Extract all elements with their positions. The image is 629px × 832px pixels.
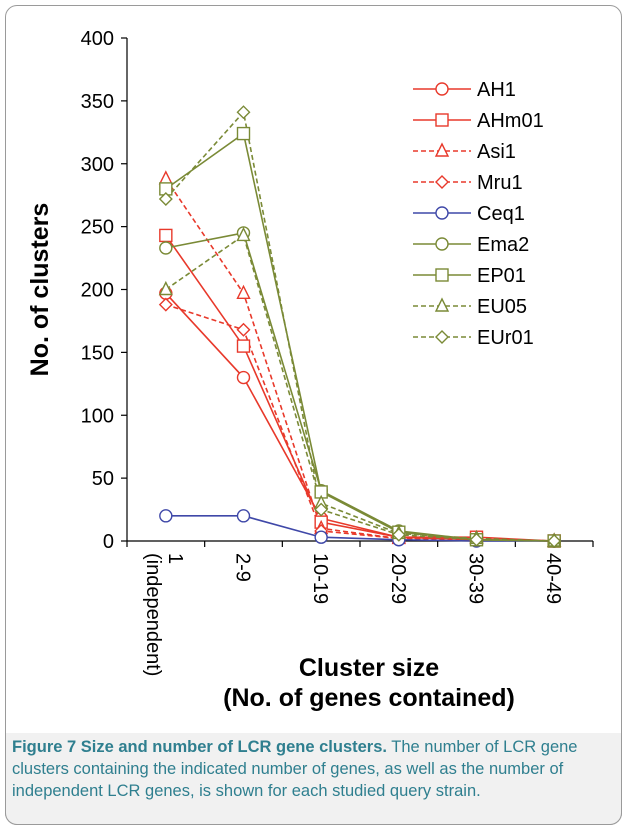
- y-tick-label: 300: [81, 154, 114, 176]
- data-point-ema2: [159, 241, 173, 255]
- legend-marker-ahm01: [435, 113, 449, 127]
- series-line-ep01: [165, 132, 555, 542]
- legend-marker-eur01: [435, 330, 449, 344]
- data-point-eur01: [314, 502, 329, 517]
- y-tick-label: 100: [81, 405, 114, 427]
- legend-label-ep01: EP01: [477, 265, 526, 287]
- data-point-eu05: [158, 280, 173, 296]
- data-point-eu05: [236, 226, 251, 242]
- x-tick-label-line: 20-29: [387, 553, 409, 604]
- legend-label-ah1: AH1: [477, 79, 516, 101]
- legend-marker-ep01: [435, 268, 449, 282]
- y-tick-label: 400: [81, 28, 114, 50]
- data-point-asi1: [236, 284, 251, 299]
- legend-marker-ah1: [435, 82, 449, 96]
- legend-label-asi1: Asi1: [477, 141, 516, 163]
- y-tick-label: 350: [81, 91, 114, 113]
- legend-label-eur01: EUr01: [477, 327, 534, 349]
- data-point-mru1: [236, 322, 251, 337]
- figure-frame: [5, 5, 622, 825]
- data-point-eur01: [236, 105, 251, 120]
- x-tick-label-line: 30-39: [465, 553, 487, 604]
- data-point-ceq1: [314, 530, 328, 544]
- series-line-ahm01: [165, 234, 555, 542]
- y-tick-label: 250: [81, 217, 114, 239]
- caption-background: [5, 733, 622, 825]
- legend-marker-eu05: [434, 297, 450, 312]
- data-point-ahm01: [159, 228, 173, 243]
- legend-label-ceq1: Ceq1: [477, 203, 525, 225]
- data-point-ceq1: [159, 509, 173, 523]
- data-point-eur01: [391, 527, 406, 542]
- x-axis-label-line2: (No. of genes contained): [223, 684, 515, 712]
- y-tick-label: 150: [81, 342, 114, 364]
- data-point-asi1: [158, 170, 173, 185]
- x-tick-label: 20-29: [387, 553, 409, 604]
- legend-marker-mru1: [435, 175, 449, 189]
- data-point-eur01: [547, 534, 562, 548]
- y-tick-label: 50: [92, 468, 114, 490]
- caption-text: The number of LCR gene clusters containi…: [12, 738, 578, 800]
- series-line-ceq1: [165, 515, 555, 542]
- x-tick-label-line: (independent): [142, 553, 164, 676]
- legend-label-ahm01: AHm01: [477, 110, 544, 132]
- x-tick-label-line: 40-49: [542, 553, 564, 604]
- x-tick-label: 1(independent): [142, 553, 186, 676]
- y-tick-label: 0: [103, 531, 114, 553]
- data-point-ahm01: [236, 339, 251, 353]
- series-line-eur01: [165, 110, 555, 542]
- x-tick-label: 2-9: [232, 553, 254, 582]
- data-point-eur01: [469, 532, 484, 547]
- x-tick-label-line: 2-9: [232, 553, 254, 582]
- caption-title: Figure 7 Size and number of LCR gene clu…: [12, 738, 387, 756]
- legend-marker-ema2: [435, 237, 449, 251]
- legend-label-eu05: EU05: [477, 296, 527, 318]
- legend-label-mru1: Mru1: [477, 172, 523, 194]
- x-tick-label: 30-39: [465, 553, 487, 604]
- x-tick-label: 10-19: [309, 553, 331, 604]
- legend-label-ema2: Ema2: [477, 234, 529, 256]
- x-tick-label: 40-49: [542, 553, 564, 604]
- data-point-ep01: [236, 126, 251, 141]
- y-axis-label: No. of clusters: [26, 203, 54, 377]
- legend-marker-asi1: [434, 142, 450, 157]
- data-point-ah1: [236, 370, 251, 385]
- data-point-ceq1: [236, 509, 251, 523]
- legend-marker-ceq1: [435, 206, 449, 220]
- data-point-mru1: [158, 297, 173, 312]
- line-chart: 0 50 100 150 200 250 300 350 400 1(independent) 2-…: [26, 28, 594, 712]
- series-line-eu05: [165, 234, 555, 542]
- x-tick-label-line: 1: [164, 553, 186, 564]
- data-point-eur01: [158, 191, 173, 206]
- x-tick-label-line: 10-19: [309, 553, 331, 604]
- y-tick-label: 200: [81, 280, 114, 302]
- x-axis-label: Cluster size: [299, 654, 439, 682]
- figure-caption: Figure 7 Size and number of LCR gene clu…: [12, 736, 612, 802]
